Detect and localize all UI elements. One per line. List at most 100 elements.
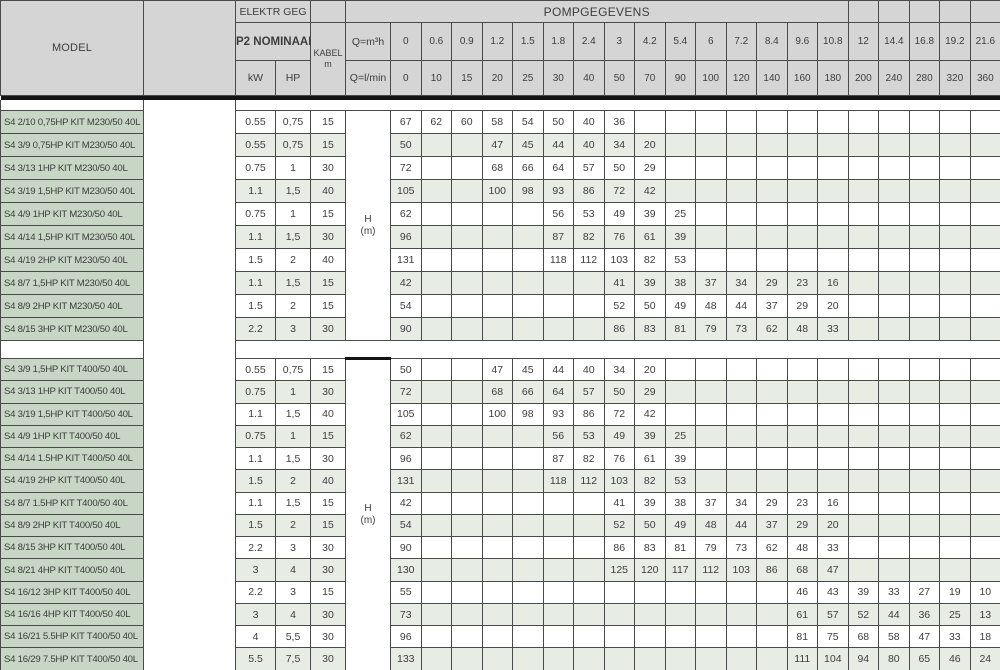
head-value-cell: 50 xyxy=(390,357,422,382)
hp-cell: 2 xyxy=(274,248,312,272)
head-value-cell: 29 xyxy=(786,513,819,538)
head-value-cell: 37 xyxy=(695,271,727,295)
table-body: S4 2/10 0,75HP KIT M230/50 40L 0.55 0,75 15… xyxy=(0,95,1000,670)
empty-value-cell xyxy=(878,294,910,318)
kabel-cell: 15 xyxy=(310,271,347,295)
empty-value-cell xyxy=(817,380,849,404)
empty-value-cell xyxy=(420,424,453,449)
empty-value-cell xyxy=(451,602,483,627)
hp-cell: 1,5 xyxy=(274,447,312,471)
flow-lmin-label: Q=l/min xyxy=(345,60,392,96)
empty-value-cell xyxy=(786,202,819,226)
empty-value-cell xyxy=(481,202,514,226)
pump-row: S4 8/15 3HP KIT T400/50 40L 2.2 3 30 90 86 83 8… xyxy=(0,536,1000,560)
section-gap-row xyxy=(0,99,1000,111)
hp-cell: 0,75 xyxy=(274,133,312,157)
spacer-cell xyxy=(143,317,236,341)
empty-value-cell xyxy=(939,294,971,318)
empty-value-cell xyxy=(573,294,605,318)
head-value-cell: 25 xyxy=(939,602,971,627)
kw-cell: 1.1 xyxy=(235,491,276,515)
empty-value-cell xyxy=(725,602,758,627)
head-value-cell: 130 xyxy=(390,558,422,582)
p2-nominaal-header: P2 NOMINAAL xyxy=(234,22,312,61)
head-value-cell: 81 xyxy=(786,625,819,649)
head-value-cell: 61 xyxy=(786,602,819,627)
empty-value-cell xyxy=(420,447,453,471)
flow-lmin-tick: 50 xyxy=(603,60,636,96)
hp-cell: 3 xyxy=(274,536,312,560)
head-value-cell: 62 xyxy=(420,110,453,134)
empty-value-cell xyxy=(969,558,1000,582)
empty-value-cell xyxy=(542,602,575,627)
empty-value-cell xyxy=(420,625,453,649)
head-value-cell: 42 xyxy=(634,402,666,426)
head-value-cell: 62 xyxy=(390,424,422,449)
empty-value-cell xyxy=(420,202,453,226)
empty-value-cell xyxy=(420,133,453,157)
kw-cell: 1.1 xyxy=(235,447,276,471)
head-value-cell: 65 xyxy=(908,647,941,670)
head-value-cell: 47 xyxy=(481,133,514,157)
head-value-cell: 38 xyxy=(664,491,697,515)
model-cell: S4 16/16 4HP KIT T400/50 40L xyxy=(0,602,144,627)
empty-value-cell xyxy=(725,179,758,203)
empty-value-cell xyxy=(451,447,483,471)
empty-value-cell xyxy=(695,380,727,404)
flow-lmin-tick: 15 xyxy=(451,60,483,96)
empty-value-cell xyxy=(939,248,971,272)
flow-m3h-tick: 14.4 xyxy=(878,22,910,61)
kw-cell: 4 xyxy=(235,625,276,649)
empty-value-cell xyxy=(451,424,483,449)
head-value-cell: 100 xyxy=(481,402,514,426)
empty-value-cell xyxy=(908,469,941,493)
empty-value-cell xyxy=(573,647,605,670)
gap-spacer-cell xyxy=(143,340,236,359)
hp-cell: 1,5 xyxy=(274,271,312,295)
head-value-cell: 20 xyxy=(634,357,666,382)
empty-value-cell xyxy=(847,271,880,295)
head-value-cell: 47 xyxy=(817,558,849,582)
flow-m3h-tick: 2.4 xyxy=(573,22,605,61)
head-value-cell: 86 xyxy=(756,558,788,582)
pump-row: S4 4/14 1.5HP KIT T400/50 40L 1.1 1,5 30 96 8… xyxy=(0,447,1000,471)
empty-flow-header xyxy=(847,0,880,23)
head-value-cell: 52 xyxy=(603,294,636,318)
head-value-cell: 60 xyxy=(451,110,483,134)
spacer-cell xyxy=(143,202,236,226)
empty-value-cell xyxy=(908,380,941,404)
empty-value-cell xyxy=(481,558,514,582)
hp-cell: 0,75 xyxy=(274,357,312,382)
empty-value-cell xyxy=(756,202,788,226)
empty-value-cell xyxy=(481,625,514,649)
empty-value-cell xyxy=(756,179,788,203)
head-value-cell: 39 xyxy=(634,424,666,449)
hp-header: HP xyxy=(274,60,312,96)
empty-value-cell xyxy=(542,647,575,670)
flow-lmin-tick: 160 xyxy=(786,60,819,96)
spacer-cell xyxy=(143,380,236,404)
empty-value-cell xyxy=(603,625,636,649)
empty-value-cell xyxy=(939,179,971,203)
empty-value-cell xyxy=(451,133,483,157)
empty-value-cell xyxy=(908,225,941,249)
pump-row: S4 16/16 4HP KIT T400/50 40L 3 4 30 73 61 57 52… xyxy=(0,602,1000,627)
empty-value-cell xyxy=(481,602,514,627)
empty-value-cell xyxy=(908,558,941,582)
empty-value-cell xyxy=(756,248,788,272)
head-value-cell: 34 xyxy=(725,491,758,515)
empty-value-cell xyxy=(420,558,453,582)
empty-value-cell xyxy=(969,156,1000,180)
spacer-cell xyxy=(143,133,236,157)
kw-cell: 0.55 xyxy=(235,133,276,157)
hp-cell: 1 xyxy=(274,424,312,449)
model-cell: S4 3/19 1,5HP KIT T400/50 40L xyxy=(0,402,144,426)
flow-m3h-tick: 0.6 xyxy=(420,22,453,61)
kabel-cell: 30 xyxy=(310,447,347,471)
head-value-cell: 41 xyxy=(603,271,636,295)
empty-value-cell xyxy=(756,402,788,426)
empty-value-cell xyxy=(512,647,544,670)
pump-row: S4 4/19 2HP KIT T400/50 40L 1.5 2 40 131 118 1… xyxy=(0,469,1000,493)
pump-row: S4 8/21 4HP KIT T400/50 40L 3 4 30 130 125 120… xyxy=(0,558,1000,582)
